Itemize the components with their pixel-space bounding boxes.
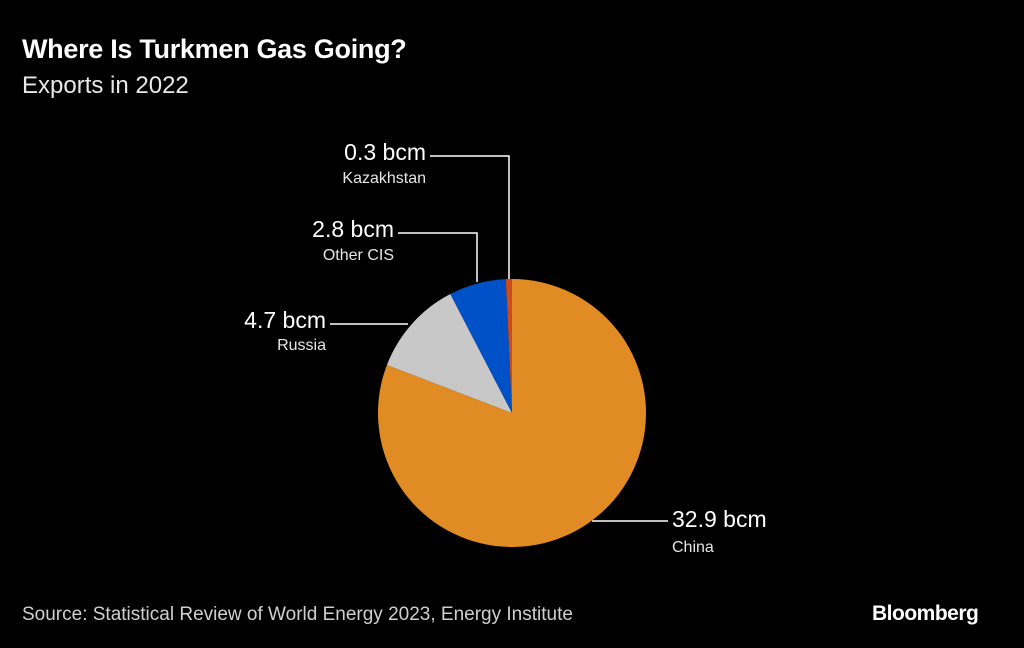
pie-slice-other-cis (450, 279, 512, 413)
leader-line-other-cis (398, 232, 478, 282)
value-label-china: 32.9 bcm (672, 506, 767, 532)
category-label-china: China (672, 539, 714, 556)
value-label-russia: 4.7 bcm (244, 307, 326, 333)
category-label-russia: Russia (277, 337, 326, 354)
bloomberg-logo: Bloomberg (872, 602, 979, 625)
pie-slice-russia (386, 294, 512, 413)
category-label-other-cis: Other CIS (323, 247, 394, 264)
source-note: Source: Statistical Review of World Ener… (22, 604, 573, 625)
pie-slice-kazakhstan (505, 279, 512, 413)
leader-line-kazakhstan (430, 155, 510, 279)
chart-title: Where Is Turkmen Gas Going? (22, 34, 407, 64)
value-label-other-cis: 2.8 bcm (312, 216, 394, 242)
chart-subtitle: Exports in 2022 (22, 72, 189, 99)
value-label-kazakhstan: 0.3 bcm (344, 139, 426, 165)
category-label-kazakhstan: Kazakhstan (342, 170, 426, 187)
